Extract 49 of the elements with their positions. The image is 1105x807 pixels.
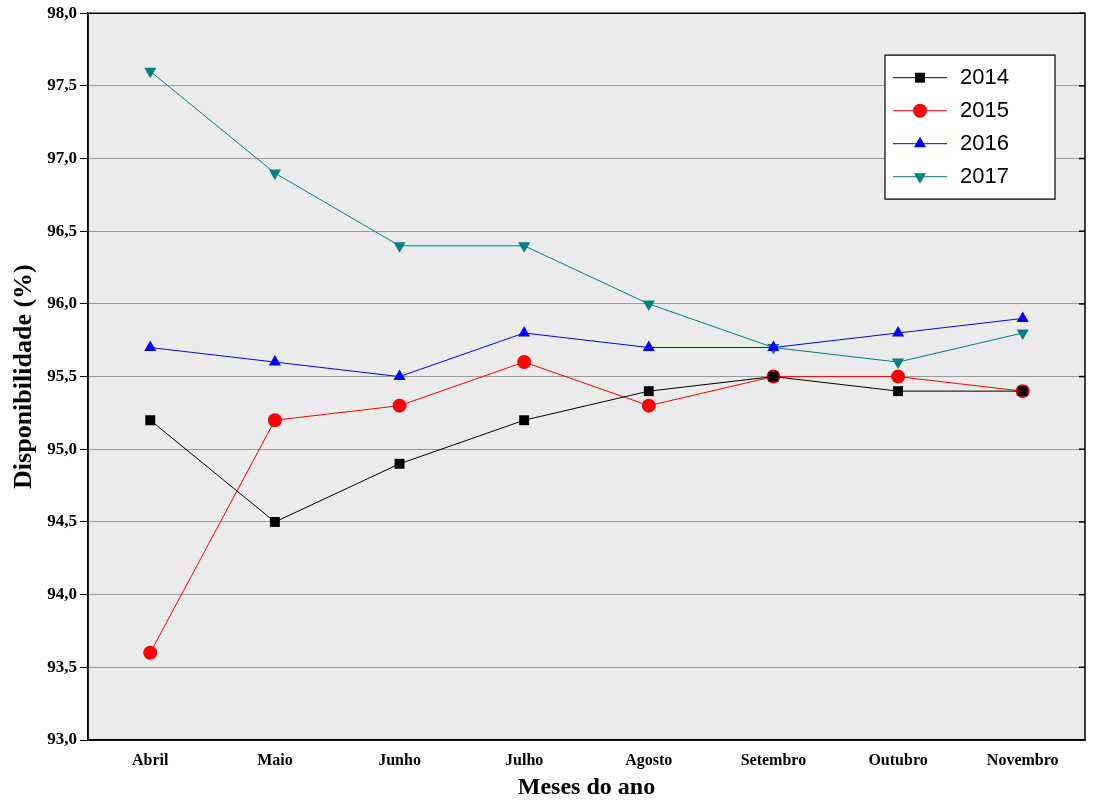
y-tick-label: 94,5 [47, 511, 77, 531]
x-tick-label: Setembro [740, 750, 807, 768]
point [891, 358, 905, 370]
point [891, 369, 906, 384]
point [269, 517, 280, 527]
point [767, 340, 780, 352]
x-tick-label: Outubro [868, 750, 928, 768]
legend-label: 2017 [960, 162, 1009, 188]
y-tick-label: 95,5 [47, 365, 77, 385]
x-tick-label: Abril [132, 750, 170, 768]
point [144, 67, 157, 79]
legend-label: 2016 [960, 129, 1009, 155]
y-tick-label: 94,0 [47, 584, 77, 604]
point [518, 242, 531, 253]
y-tick-label: 93,5 [47, 656, 77, 676]
point [642, 300, 655, 311]
x-tick-label: Julho [505, 750, 544, 768]
point [393, 369, 406, 381]
x-tick-label: Novembro [986, 750, 1059, 768]
y-tick-label: 96,5 [47, 220, 77, 240]
point [267, 413, 282, 428]
point [268, 169, 281, 181]
point [641, 398, 656, 413]
point [519, 415, 530, 426]
y-tick-label: 93,0 [47, 729, 77, 749]
point [642, 340, 655, 352]
point [394, 458, 405, 469]
point [893, 386, 903, 397]
legend-label: 2014 [960, 63, 1009, 89]
y-tick-label: 97,0 [47, 147, 77, 167]
point [517, 355, 532, 370]
point [143, 645, 158, 660]
legend-label: 2015 [960, 96, 1009, 122]
y-tick-label: 97,5 [47, 75, 77, 95]
point [393, 242, 406, 253]
point [392, 398, 407, 413]
x-tick-label: Maio [257, 750, 293, 768]
point [144, 340, 157, 352]
point [145, 415, 156, 426]
y-axis-title: Disponibilidade (%) [8, 264, 38, 489]
point [643, 386, 654, 397]
point [268, 355, 281, 366]
y-tick-label: 95,0 [47, 438, 77, 458]
y-tick-label: 98,0 [47, 2, 77, 22]
x-axis-title: Meses do ano [517, 772, 656, 799]
x-tick-label: Junho [378, 750, 421, 768]
x-tick-label: Agosto [625, 750, 673, 769]
point [1016, 329, 1029, 340]
y-tick-label: 96,0 [47, 293, 77, 313]
